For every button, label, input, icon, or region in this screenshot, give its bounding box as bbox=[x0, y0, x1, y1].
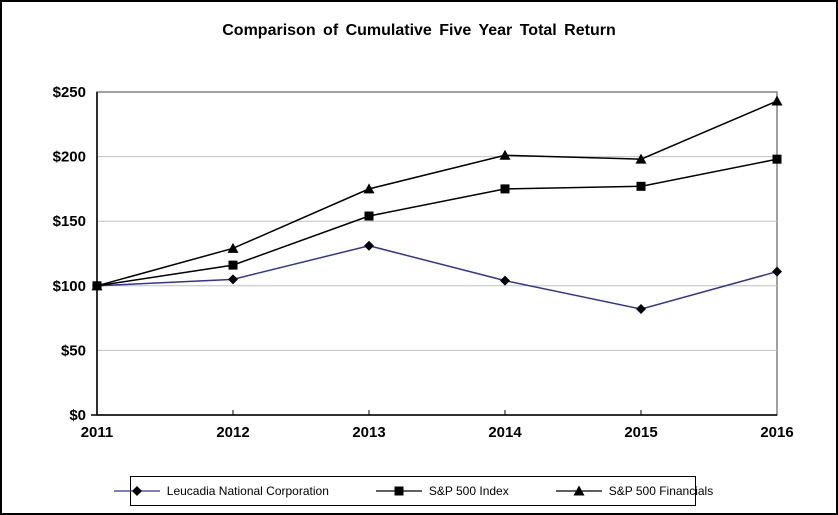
chart-title: Comparison of Cumulative Five Year Total… bbox=[222, 22, 616, 39]
triangle-marker bbox=[771, 95, 783, 106]
legend-label: S&P 500 Financials bbox=[608, 484, 714, 498]
square-marker bbox=[636, 181, 646, 191]
square-marker bbox=[364, 211, 374, 221]
x-tick-label: 2016 bbox=[760, 424, 793, 441]
series-line bbox=[96, 100, 778, 287]
x-tick-label: 2012 bbox=[216, 424, 249, 441]
square-marker bbox=[500, 184, 510, 194]
legend-item-sp500: S&P 500 Index bbox=[375, 484, 509, 498]
x-tick-label: 2014 bbox=[488, 424, 522, 441]
series-line bbox=[96, 158, 778, 287]
y-tick-label: $0 bbox=[69, 407, 86, 424]
series-line bbox=[96, 244, 778, 310]
diamond-marker bbox=[636, 304, 646, 315]
diamond-marker bbox=[364, 240, 374, 251]
triangle-marker bbox=[227, 242, 239, 253]
diamond-marker bbox=[228, 274, 238, 285]
legend-item-sp500-financials: S&P 500 Financials bbox=[555, 484, 714, 498]
legend-label: S&P 500 Index bbox=[428, 484, 509, 498]
x-tick-label: 2011 bbox=[81, 424, 114, 441]
x-tick-label: 2013 bbox=[352, 424, 385, 441]
diamond-marker bbox=[772, 266, 782, 277]
square-marker bbox=[228, 260, 238, 270]
triangle-marker bbox=[91, 280, 103, 291]
y-tick-label: $50 bbox=[61, 342, 86, 359]
diamond-marker bbox=[131, 486, 142, 496]
triangle-marker bbox=[573, 485, 585, 496]
plot-border bbox=[96, 91, 778, 416]
triangle-marker bbox=[363, 183, 375, 194]
triangle-marker bbox=[499, 149, 511, 160]
y-tick-label: $250 bbox=[53, 84, 86, 101]
diamond-marker bbox=[500, 275, 510, 286]
legend: Leucadia National Corporation S&P 500 In… bbox=[113, 476, 713, 506]
y-tick-label: $200 bbox=[53, 149, 86, 166]
triangle-marker bbox=[635, 153, 647, 164]
legend-item-leucadia: Leucadia National Corporation bbox=[113, 484, 329, 498]
y-tick-label: $150 bbox=[53, 213, 86, 230]
x-tick-label: 2015 bbox=[624, 424, 657, 441]
diamond-marker-icon bbox=[113, 486, 160, 496]
y-tick-label: $100 bbox=[53, 278, 86, 295]
triangle-marker-icon bbox=[555, 485, 602, 496]
legend-label: Leucadia National Corporation bbox=[166, 484, 329, 498]
square-marker-icon bbox=[375, 486, 422, 496]
square-marker bbox=[772, 154, 782, 164]
square-marker bbox=[394, 486, 404, 496]
